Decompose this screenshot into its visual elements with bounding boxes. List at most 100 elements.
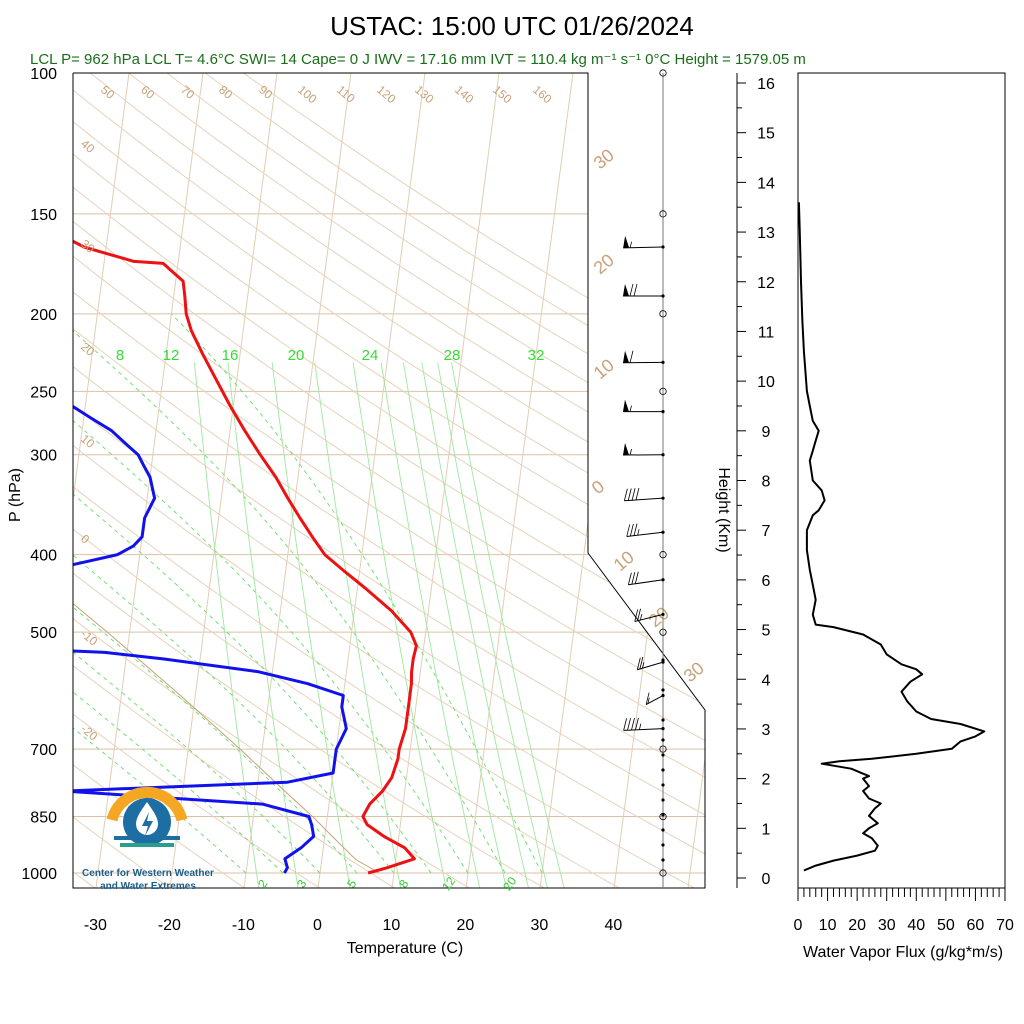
- wind-barb-half-feather: [639, 613, 643, 621]
- temperature-tick-label: 10: [383, 917, 401, 934]
- isotherm-line: [465, 73, 576, 888]
- wind-barb-half-feather: [647, 697, 650, 704]
- barb-dot: [661, 828, 665, 832]
- logo-sun-arc: [106, 786, 188, 822]
- dry-adiabat: [73, 73, 323, 888]
- barb-dot: [661, 768, 665, 772]
- dry-adiabat: [73, 73, 705, 888]
- isotherm-line: [95, 73, 206, 888]
- isotherm-line: [391, 73, 502, 888]
- dewpoint-trace: [73, 213, 348, 874]
- barb-dot: [661, 843, 665, 847]
- mixing-ratio-label: 8: [116, 347, 124, 364]
- barb-dot: [661, 783, 665, 787]
- dry-adiabat: [73, 73, 398, 888]
- temperature-tick-label: -30: [84, 917, 107, 934]
- skewt-frame: [72, 72, 706, 889]
- wvf-tick-label: 10: [819, 917, 837, 934]
- moist-adiabat: [73, 313, 247, 874]
- wind-barb-feather: [629, 283, 634, 297]
- cw3e-logo: Center for Western Weather and Water Ext…: [82, 786, 214, 892]
- wind-barb-feather: [626, 524, 631, 537]
- temperature-tick-label: -10: [232, 917, 255, 934]
- calm-wind-marker: [659, 310, 667, 318]
- dry-adiabat: [73, 73, 548, 888]
- skewt-xaxis-label: Temperature (C): [347, 940, 463, 957]
- wind-barb-feather: [629, 350, 634, 363]
- wind-barb-feather: [627, 488, 632, 501]
- height-tick-label: 9: [762, 424, 771, 441]
- mixing-ratio-label: 12: [163, 347, 180, 364]
- pressure-tick-label: 250: [30, 384, 57, 401]
- mixing-ratio-line: [451, 362, 566, 888]
- mixing-ratio-line: [437, 362, 549, 888]
- temperature-tick-label: 40: [605, 917, 623, 934]
- barb-dot: [661, 578, 665, 582]
- dry-adiabat: [73, 73, 705, 888]
- calm-wind-marker: [659, 210, 667, 218]
- wind-barb-staff: [624, 497, 664, 502]
- wind-barb-pennant: [623, 235, 630, 248]
- wind-barb-half-feather: [638, 723, 642, 730]
- wvf-yaxis-label: Height (Km): [715, 467, 732, 552]
- wind-barb-feather: [634, 571, 639, 584]
- wind-barb-staff: [645, 695, 664, 706]
- height-tick-label: 6: [762, 573, 771, 590]
- logo-text-line2: and Water Extremes: [100, 881, 196, 892]
- height-tick-label: 8: [762, 474, 771, 491]
- wind-barb-feather: [637, 608, 641, 621]
- wvf-tick-label: 30: [878, 917, 896, 934]
- moist-adiabat: [171, 313, 543, 874]
- dry-adiabat: [73, 73, 173, 888]
- skewt-yaxis-label: P (hPa): [7, 468, 24, 522]
- isotherm-line: [73, 73, 132, 888]
- wind-barb-feather: [639, 656, 644, 670]
- dry-adiabat: [73, 73, 705, 888]
- chart-title: USTAC: 15:00 UTC 01/26/2024: [330, 11, 694, 41]
- dry-adiabat: [73, 73, 705, 888]
- height-tick-label: 3: [762, 722, 771, 739]
- wind-barb-staff: [623, 246, 664, 249]
- barb-dot: [661, 753, 665, 757]
- chart-subtitle: LCL P= 962 hPa LCL T= 4.6°C SWI= 14 Cape…: [30, 51, 806, 68]
- wind-barb-half-feather: [637, 529, 640, 536]
- height-tick-label: 4: [762, 672, 771, 689]
- temperature-trace: [73, 213, 418, 875]
- wind-barb-half-feather: [629, 448, 632, 456]
- wind-barb-staff: [628, 579, 664, 586]
- height-tick-label: 12: [757, 275, 775, 292]
- wvf-traces: [798, 202, 986, 872]
- mixing-ratio-line: [193, 362, 260, 888]
- logo-text-line1: Center for Western Weather: [82, 868, 214, 879]
- wind-barb-staff: [623, 728, 664, 731]
- wind-barb-feather: [636, 657, 641, 670]
- wvf-xaxis-label: Water Vapor Flux (g/kg*m/s): [803, 944, 1003, 961]
- wind-barb-feather: [627, 718, 631, 731]
- calm-wind-marker: [659, 628, 667, 636]
- barb-dot: [661, 798, 665, 802]
- pressure-tick-label: 200: [30, 307, 57, 324]
- wvf-tick-label: 50: [937, 917, 955, 934]
- wind-barb-staff: [626, 531, 664, 537]
- wind-barb-half-feather: [629, 241, 633, 248]
- temperature-tick-label: -20: [158, 917, 181, 934]
- parcel-path: [73, 73, 380, 874]
- wvf-tick-label: 0: [794, 917, 803, 934]
- pressure-tick-label: 150: [30, 207, 57, 224]
- barb-dot: [661, 360, 665, 364]
- mixing-ratio-line: [421, 362, 530, 888]
- dry-adiabat: [73, 73, 705, 888]
- calm-wind-marker: [659, 387, 667, 395]
- wvf-frame: [797, 72, 1006, 889]
- barb-dot: [661, 813, 665, 817]
- barb-dot: [661, 245, 665, 249]
- wind-barb-pennant: [623, 443, 630, 456]
- barb-dot: [661, 858, 665, 862]
- height-tick-label: 2: [762, 772, 771, 789]
- height-tick-label: 16: [757, 76, 775, 93]
- skewt-traces: [73, 73, 418, 875]
- barb-dot: [661, 294, 665, 298]
- dry-adiabat: [73, 73, 705, 888]
- temperature-tick-label: 20: [457, 917, 475, 934]
